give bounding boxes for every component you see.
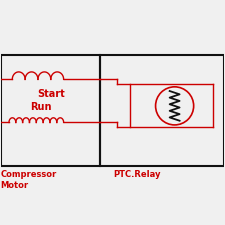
Text: Compressor
Motor: Compressor Motor <box>1 171 57 190</box>
Text: PTC.Relay: PTC.Relay <box>113 171 161 180</box>
Text: Run: Run <box>31 103 52 112</box>
Text: Start: Start <box>37 89 65 99</box>
